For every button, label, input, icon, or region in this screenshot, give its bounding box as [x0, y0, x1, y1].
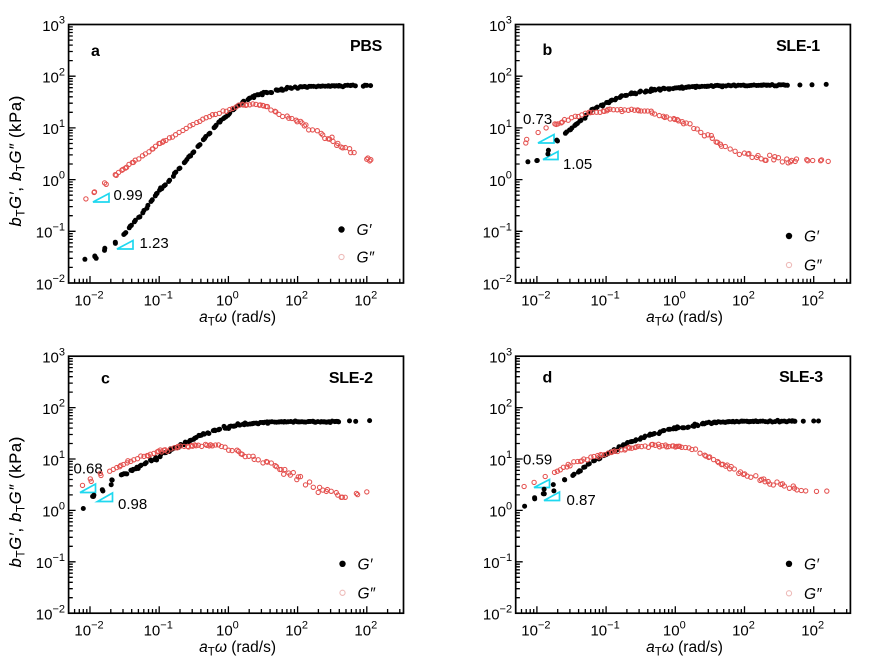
svg-text:0.98: 0.98 [118, 496, 147, 513]
svg-text:aTω (rad/s): aTω (rad/s) [646, 309, 723, 329]
svg-text:0.87: 0.87 [567, 492, 596, 509]
svg-text:G′: G′ [357, 222, 373, 239]
svg-text:SLE-1: SLE-1 [776, 38, 820, 55]
svg-text:PBS: PBS [350, 38, 383, 55]
svg-text:b: b [543, 42, 553, 59]
svg-text:aTω (rad/s): aTω (rad/s) [199, 309, 276, 329]
svg-text:aTω (rad/s): aTω (rad/s) [199, 639, 276, 659]
svg-text:G″: G″ [358, 585, 376, 602]
svg-text:1.23: 1.23 [140, 235, 169, 252]
svg-text:bTG′, bTG″ (kPa): bTG′, bTG″ (kPa) [7, 95, 28, 226]
svg-text:G′: G′ [804, 229, 820, 246]
svg-text:bTG′, bTG″ (kPa): bTG′, bTG″ (kPa) [7, 436, 28, 567]
svg-text:G″: G″ [804, 586, 822, 603]
svg-text:0.68: 0.68 [74, 461, 103, 478]
svg-text:0.99: 0.99 [114, 187, 143, 204]
svg-text:c: c [101, 371, 110, 388]
svg-text:aTω (rad/s): aTω (rad/s) [646, 639, 723, 659]
svg-text:SLE-3: SLE-3 [779, 369, 823, 386]
svg-text:a: a [91, 43, 100, 60]
svg-text:bTG′, bTG″ (kPa): bTG′, bTG″ (kPa) [7, 436, 28, 567]
svg-text:1.05: 1.05 [563, 156, 592, 173]
svg-text:0.59: 0.59 [523, 452, 552, 469]
svg-text:0.73: 0.73 [523, 111, 552, 128]
svg-text:SLE-2: SLE-2 [329, 370, 373, 387]
svg-text:G″: G″ [357, 250, 375, 267]
svg-text:G′: G′ [358, 556, 374, 573]
svg-text:G″: G″ [804, 258, 822, 275]
svg-text:bTG′, bTG″ (kPa): bTG′, bTG″ (kPa) [7, 95, 28, 226]
svg-text:d: d [543, 370, 553, 387]
svg-text:G′: G′ [804, 556, 820, 573]
